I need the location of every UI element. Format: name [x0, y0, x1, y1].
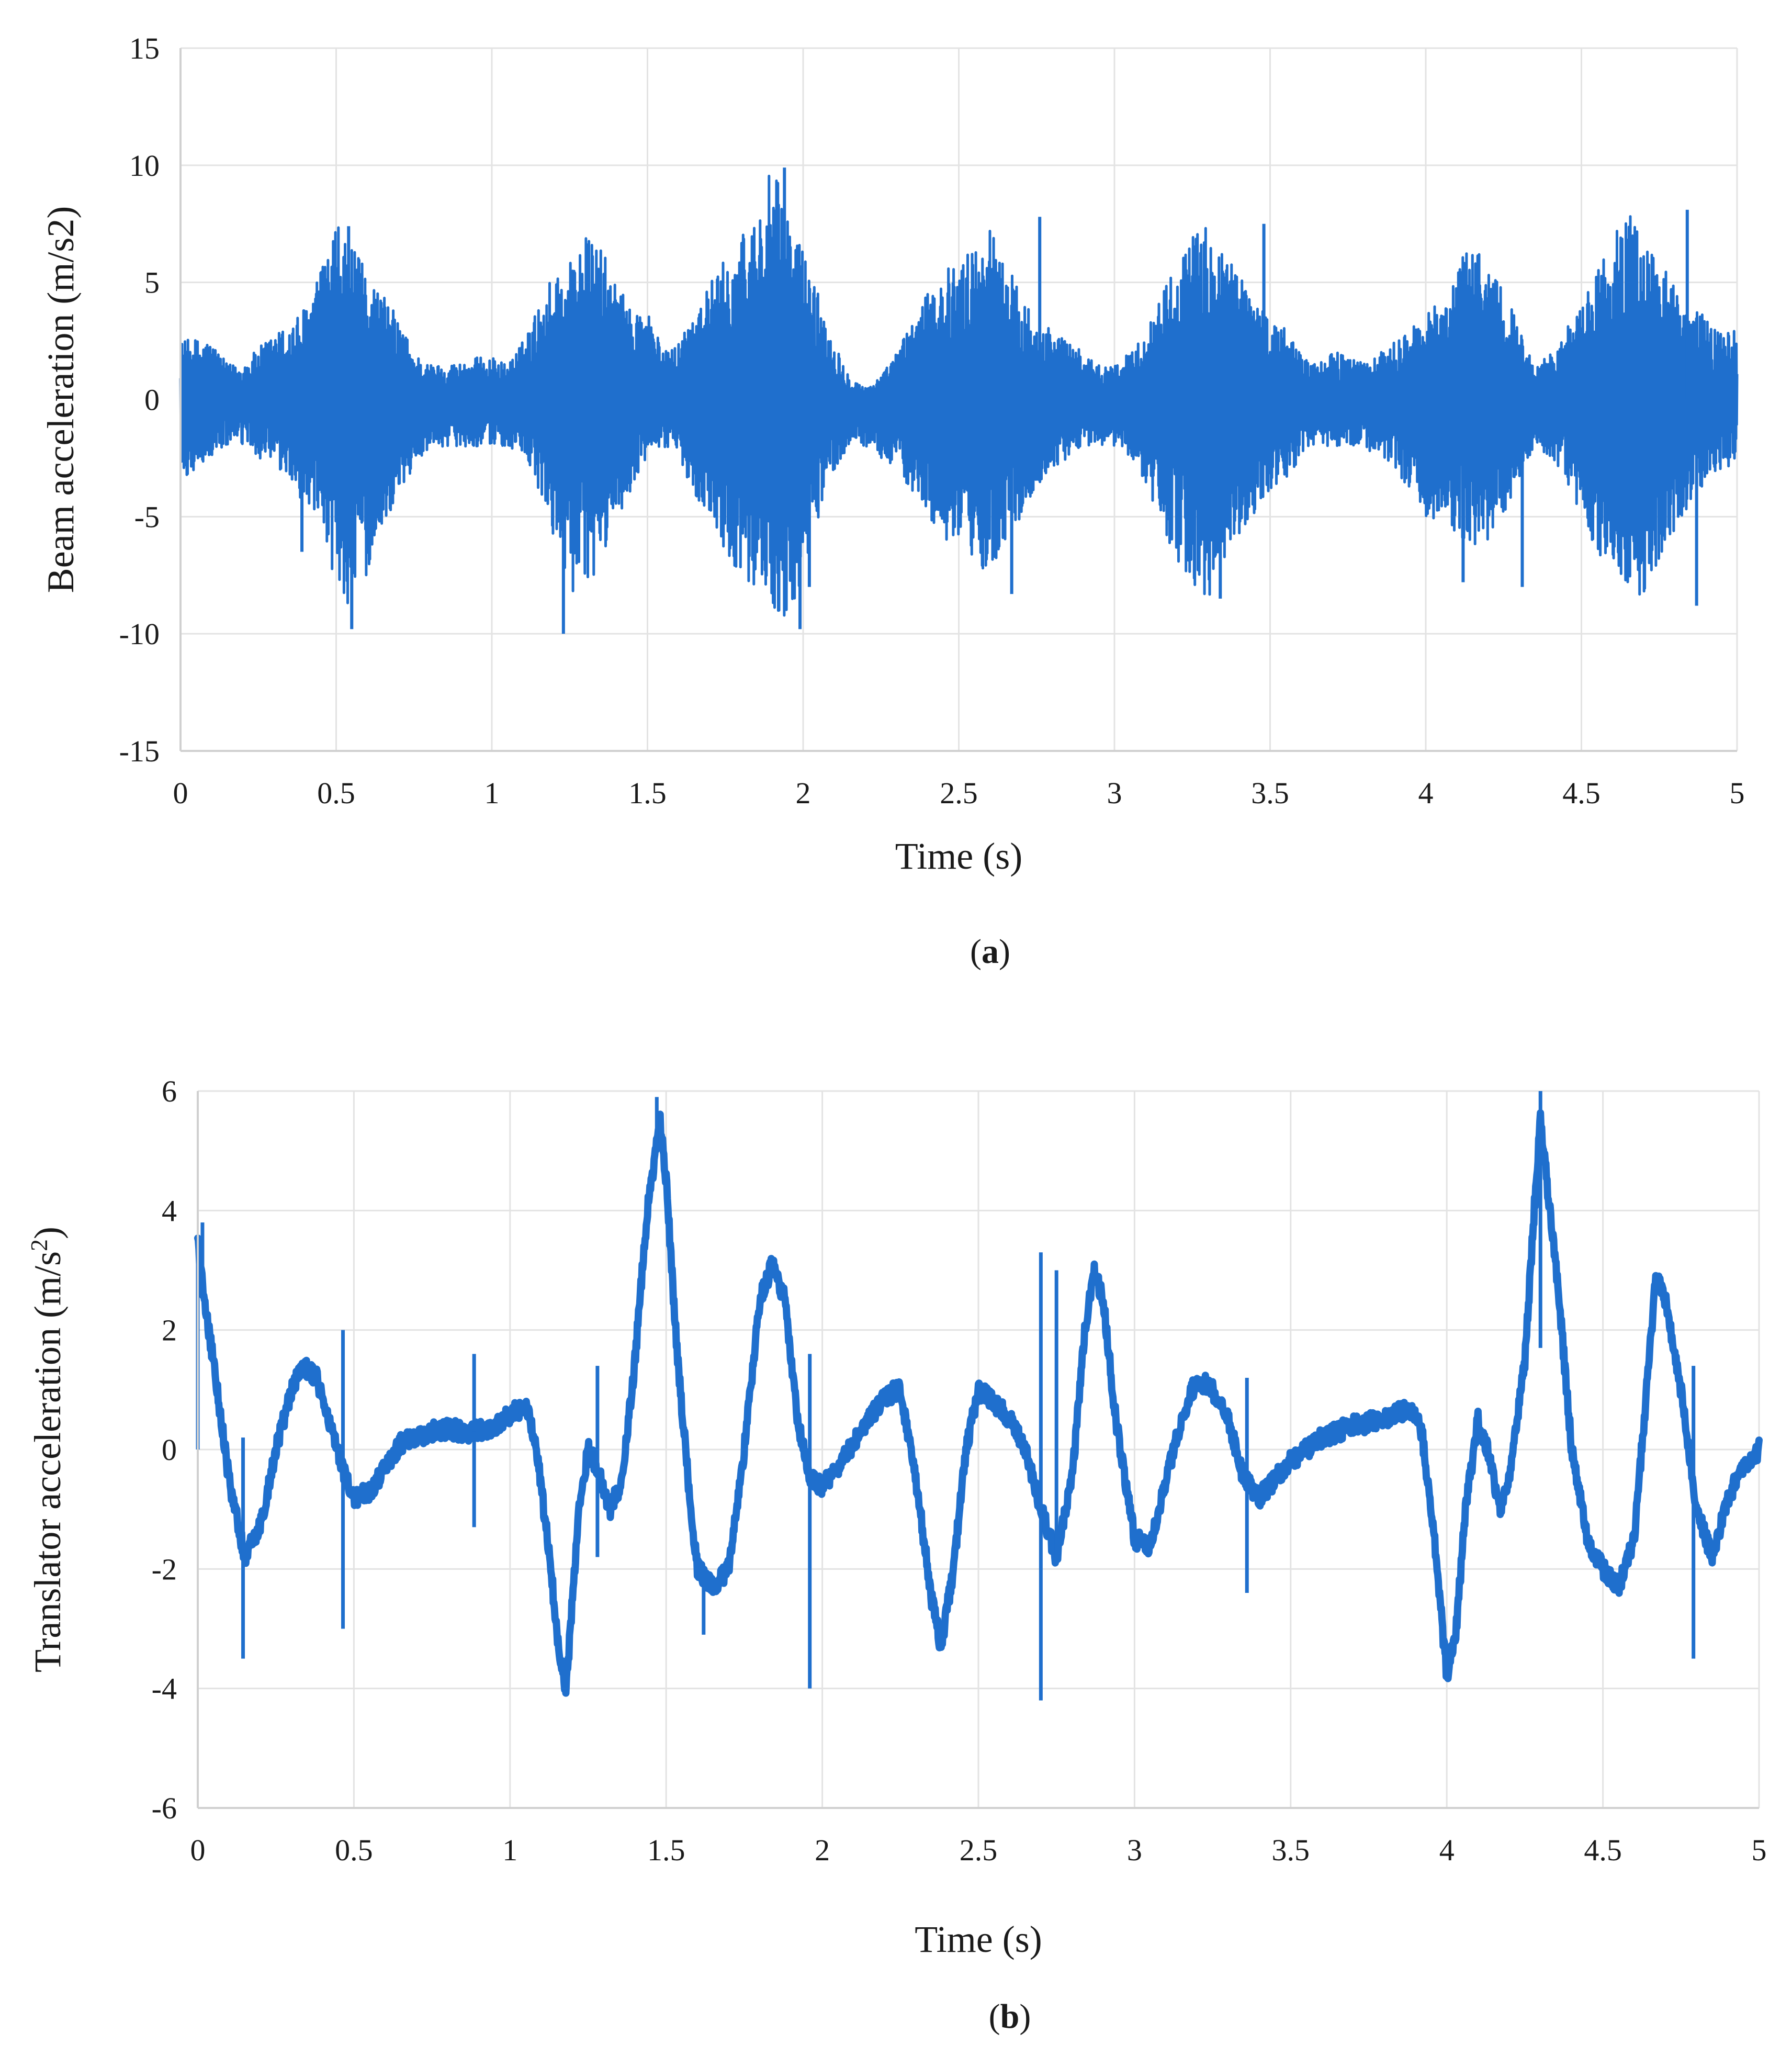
x-tick-label: 1 — [502, 1833, 517, 1867]
chart-translator-acceleration: 0 0.5 1 1.5 2 2.5 3 3.5 4 4.5 5 -6 -4 -2 0 2 4 6 Time (s… — [26, 1074, 1767, 2036]
caption-letter: a — [982, 932, 999, 971]
y-axis-title-close: ) — [27, 1227, 69, 1239]
y-tick-label: -2 — [152, 1552, 177, 1586]
y-tick-label: 2 — [162, 1313, 177, 1347]
panel-caption-b: (b) — [989, 1997, 1031, 2036]
x-tick-label: 0 — [190, 1833, 206, 1867]
x-tick-label: 4 — [1418, 776, 1434, 810]
x-tick-label: 5 — [1752, 1833, 1767, 1867]
x-tick-label: 4.5 — [1584, 1833, 1622, 1867]
x-tick-label: 4.5 — [1562, 776, 1601, 810]
x-axis-title: Time (s) — [895, 835, 1022, 877]
x-tick-label: 3 — [1107, 776, 1122, 810]
y-axis-title: Translator acceleration (m/s2) — [26, 1227, 69, 1672]
caption-open: ( — [989, 1997, 1000, 2036]
y-tick-label: 0 — [144, 383, 160, 417]
x-tick-label: 1.5 — [628, 776, 667, 810]
x-tick-label: 3 — [1127, 1833, 1142, 1867]
y-tick-label: -10 — [119, 617, 160, 651]
y-tick-label: 5 — [144, 266, 160, 300]
caption-letter: b — [1000, 1997, 1020, 2036]
caption-close: ) — [999, 932, 1010, 971]
x-tick-label: 0.5 — [317, 776, 355, 810]
x-tick-label: 3.5 — [1272, 1833, 1310, 1867]
x-tick-label: 2.5 — [940, 776, 978, 810]
y-tick-label: 10 — [129, 149, 160, 183]
y-tick-labels: -15 -10 -5 0 5 10 15 — [119, 31, 160, 768]
chart-beam-acceleration: 0 0.5 1 1.5 2 2.5 3 3.5 4 4.5 5 -15 -10 -5 0 5 10 15 Tim… — [40, 31, 1745, 971]
data-series — [194, 1091, 1763, 1701]
y-axis-title: Beam acceleration (m/s2) — [40, 206, 82, 593]
y-tick-label: 4 — [162, 1194, 177, 1228]
caption-close: ) — [1019, 1997, 1031, 2036]
x-tick-label: 1.5 — [647, 1833, 685, 1867]
x-tick-label: 0.5 — [335, 1833, 373, 1867]
series-line — [179, 174, 1739, 617]
y-tick-label: -6 — [152, 1791, 177, 1825]
y-tick-labels: -6 -4 -2 0 2 4 6 — [152, 1074, 177, 1825]
series-line — [194, 1109, 1763, 1697]
y-tick-label: -5 — [134, 500, 160, 534]
y-axis-title-main: Translator acceleration (m/s — [27, 1251, 69, 1672]
panel-caption-a: (a) — [970, 932, 1010, 971]
caption-open: ( — [970, 932, 982, 971]
x-tick-labels: 0 0.5 1 1.5 2 2.5 3 3.5 4 4.5 5 — [173, 776, 1745, 810]
x-tick-label: 1 — [484, 776, 500, 810]
data-series — [179, 167, 1739, 634]
x-tick-label: 2 — [796, 776, 811, 810]
y-tick-label: 0 — [162, 1433, 177, 1467]
x-tick-label: 4 — [1439, 1833, 1455, 1867]
y-tick-label: -4 — [152, 1672, 177, 1706]
x-tick-label: 2 — [815, 1833, 830, 1867]
x-axis-title: Time (s) — [915, 1918, 1042, 1960]
x-tick-label: 0 — [173, 776, 188, 810]
x-tick-label: 3.5 — [1251, 776, 1289, 810]
x-tick-labels: 0 0.5 1 1.5 2 2.5 3 3.5 4 4.5 5 — [190, 1833, 1767, 1867]
y-axis-title-superscript: 2 — [26, 1239, 52, 1251]
gridlines — [197, 1090, 1760, 1809]
x-tick-label: 2.5 — [960, 1833, 998, 1867]
y-tick-label: -15 — [119, 734, 160, 768]
y-tick-label: 15 — [129, 31, 160, 65]
y-tick-label: 6 — [162, 1074, 177, 1108]
x-tick-label: 5 — [1730, 776, 1745, 810]
